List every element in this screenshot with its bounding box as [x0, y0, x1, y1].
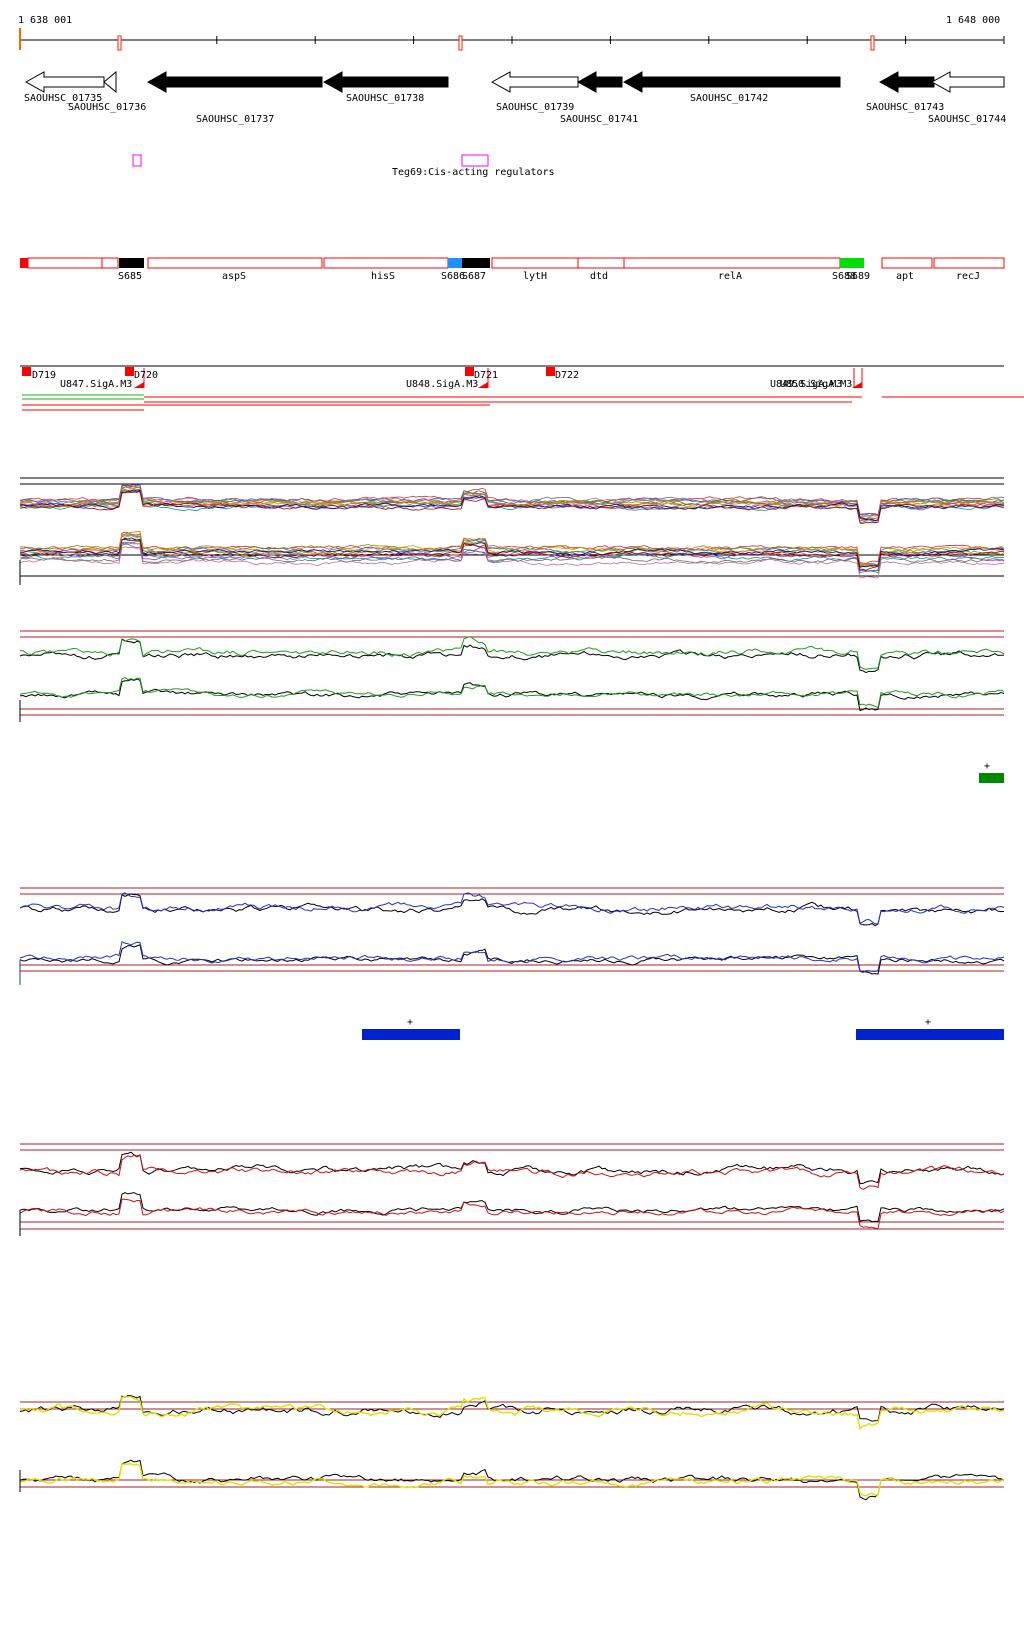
segment-label: apt: [896, 271, 914, 282]
gene-label: SAOUHSC_01743: [866, 102, 944, 113]
segment-label: hisS: [371, 271, 395, 282]
expression-track-all: [19, 477, 1005, 585]
promoter-track: D719 D720 D721 D722 U847.SigA.M3 U848.Si…: [20, 365, 1024, 411]
gene-arrow[interactable]: [576, 71, 623, 93]
segment-block[interactable]: [577, 257, 625, 269]
end-coordinate: 1 648 000: [946, 15, 1000, 26]
segment-label: recJ: [956, 271, 980, 282]
strand-bars: + + +: [362, 761, 1004, 1040]
segment-block[interactable]: [623, 257, 841, 269]
promoter-label: D722: [555, 370, 579, 381]
regulator-box[interactable]: [132, 154, 142, 167]
promoter-label: D719: [32, 370, 56, 381]
gene-label: SAOUHSC_01736: [68, 102, 146, 113]
blue-bar[interactable]: [856, 1029, 1004, 1040]
gene-arrow[interactable]: [622, 71, 841, 93]
gene-label: SAOUHSC_01739: [496, 102, 574, 113]
expression-track-green: [19, 630, 1005, 722]
gene-arrow[interactable]: [930, 71, 1005, 93]
gene-label: SAOUHSC_01737: [196, 114, 274, 125]
segment-block[interactable]: [462, 258, 490, 268]
segment-label: S687: [462, 271, 486, 282]
promoter-label: D720: [134, 370, 158, 381]
coordinate-ruler: 1 638 001 1 648 000: [18, 15, 1005, 51]
strand-marker: +: [407, 1017, 413, 1028]
segment-label: dtd: [590, 271, 608, 282]
promoter-label: D721: [474, 370, 498, 381]
gene-arrow[interactable]: [490, 71, 579, 93]
gene-arrow[interactable]: [146, 71, 323, 93]
segment-label: S685: [118, 271, 142, 282]
segment-block[interactable]: [881, 257, 933, 269]
gene-label: SAOUHSC_01738: [346, 93, 424, 104]
promoter-label: U850.SigA.M3: [780, 379, 852, 390]
segment-label: S686: [441, 271, 465, 282]
segment-block[interactable]: [119, 258, 144, 268]
green-bar[interactable]: [979, 773, 1004, 783]
promoter-label: U849.SigA.M3: [770, 379, 842, 390]
segment-block[interactable]: [840, 258, 864, 268]
segment-label: S689: [846, 271, 870, 282]
gene-arrow[interactable]: [322, 71, 449, 93]
segment-track: S685 aspS hisS S686 S687 lytH dtd relA S…: [20, 257, 1005, 282]
promoter-label: U847.SigA.M3: [60, 379, 132, 390]
regulator-label: Teg69:Cis-acting regulators: [392, 167, 555, 178]
expression-track-yellow: [19, 1394, 1005, 1501]
regulator-track: Teg69:Cis-acting regulators: [132, 154, 555, 178]
segment-block[interactable]: [933, 257, 1005, 269]
promoter-label: U848.SigA.M3: [406, 379, 478, 390]
strand-marker: +: [984, 761, 990, 772]
gene-label: SAOUHSC_01735: [24, 93, 102, 104]
gene-arrow[interactable]: [878, 71, 935, 93]
gene-arrow[interactable]: [24, 71, 105, 93]
gene-track: SAOUHSC_01735 SAOUHSC_01736 SAOUHSC_0173…: [24, 70, 1006, 125]
segment-block[interactable]: [491, 257, 579, 269]
gene-label: SAOUHSC_01742: [690, 93, 768, 104]
start-coordinate: 1 638 001: [18, 15, 72, 26]
regulator-box[interactable]: [461, 154, 489, 167]
expression-track-red: [19, 1143, 1005, 1236]
segment-label: S688: [832, 271, 856, 282]
segment-label: relA: [718, 271, 742, 282]
segment-block[interactable]: [323, 257, 449, 269]
segment-label: lytH: [523, 271, 547, 282]
segment-label: aspS: [222, 271, 246, 282]
expression-track-blue: [19, 887, 1005, 985]
strand-marker: +: [925, 1017, 931, 1028]
gene-label: SAOUHSC_01741: [560, 114, 638, 125]
gene-arrow[interactable]: [103, 70, 117, 94]
blue-bar[interactable]: [362, 1029, 460, 1040]
gene-label: SAOUHSC_01744: [928, 114, 1006, 125]
segment-block[interactable]: [448, 258, 462, 268]
segment-block[interactable]: [147, 257, 323, 269]
